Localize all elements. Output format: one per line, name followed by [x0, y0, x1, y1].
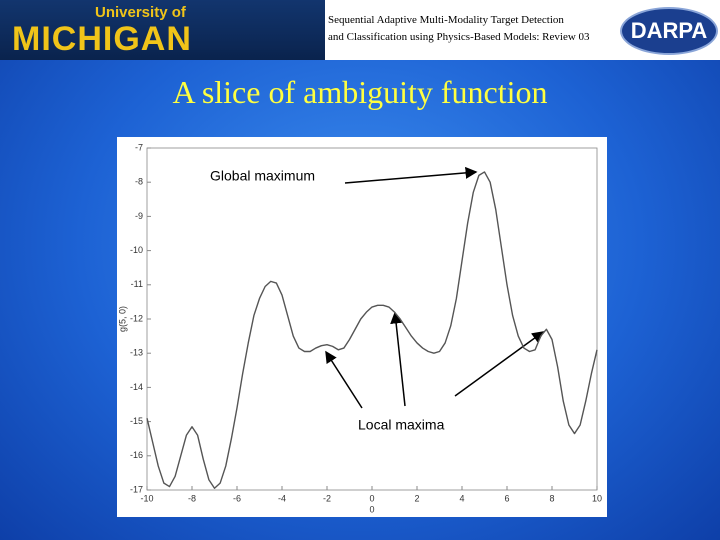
x-tick-label: 6 — [504, 493, 509, 503]
chart-title: A slice of ambiguity function — [172, 74, 548, 110]
chart-frame — [117, 137, 607, 517]
x-tick-label: 0 — [369, 493, 374, 503]
subtitle-line: Sequential Adaptive Multi-Modality Targe… — [328, 14, 564, 26]
y-tick-label: -7 — [135, 142, 143, 152]
x-tick-label: 8 — [549, 493, 554, 503]
x-axis-label: 0 — [369, 504, 374, 514]
y-tick-label: -12 — [130, 313, 143, 323]
subtitle: Sequential Adaptive Multi-Modality Targe… — [328, 12, 590, 46]
arrow — [390, 311, 406, 407]
logo-text: University of — [95, 4, 186, 21]
sponsor-logo: DARPA — [620, 7, 718, 55]
annotation: Local maxima — [358, 417, 445, 433]
header: University of MICHIGAN Sequential Adapti… — [0, 0, 720, 60]
y-tick-label: -11 — [131, 279, 143, 289]
arrow — [454, 331, 545, 397]
logo-text: MICHIGAN — [12, 20, 192, 58]
subtitle-line: and Classification using Physics-Based M… — [328, 31, 590, 43]
y-tick-label: -13 — [130, 348, 143, 358]
line-series — [146, 171, 598, 489]
y-tick-label: -16 — [130, 450, 143, 460]
y-tick-label: -17 — [130, 484, 143, 494]
y-tick-label: -8 — [135, 177, 143, 187]
y-axis-label: g(5, 0) — [117, 306, 127, 332]
x-tick-label: -2 — [323, 493, 331, 503]
x-tick-label: 10 — [592, 493, 602, 503]
y-tick-label: -15 — [130, 416, 143, 426]
x-tick-label: 4 — [459, 493, 464, 503]
y-tick-label: -14 — [130, 382, 143, 392]
y-tick-label: -9 — [135, 211, 143, 221]
x-tick-label: -4 — [278, 493, 286, 503]
x-tick-label: 2 — [414, 493, 419, 503]
x-tick-label: -8 — [188, 493, 196, 503]
y-tick-label: -10 — [130, 245, 143, 255]
arrow — [344, 166, 478, 184]
logo: University of MICHIGAN — [0, 0, 325, 60]
x-tick-label: -10 — [140, 493, 153, 503]
arrow — [325, 350, 363, 409]
x-tick-label: -6 — [233, 493, 241, 503]
annotation: Global maximum — [210, 168, 315, 184]
